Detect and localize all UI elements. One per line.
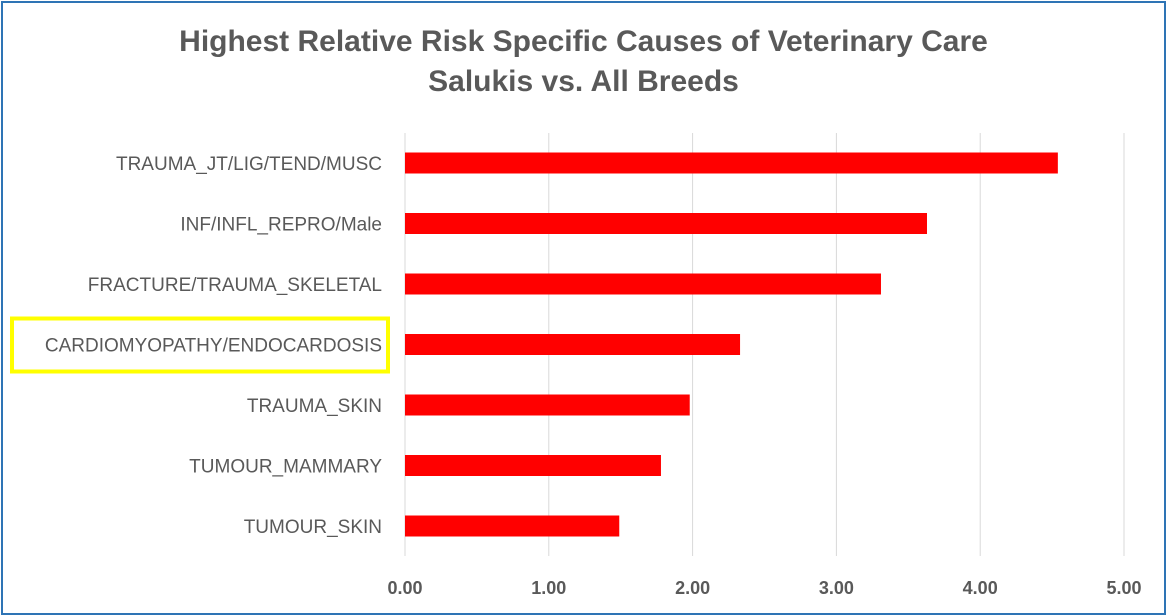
chart-title-block: Highest Relative Risk Specific Causes of…: [0, 22, 1167, 102]
category-label: CARDIOMYOPATHY/ENDOCARDOSIS: [45, 336, 382, 357]
bars: [405, 152, 1058, 537]
x-tick-label: 1.00: [531, 578, 566, 598]
bar: [405, 455, 661, 476]
category-label: TRAUMA_SKIN: [247, 396, 382, 417]
bar: [405, 213, 927, 234]
bar: [405, 152, 1058, 174]
category-labels: TRAUMA_JT/LIG/TEND/MUSC INF/INFL_REPRO/Ma…: [45, 154, 382, 538]
highlight-box: [10, 316, 390, 374]
x-tick-label: 4.00: [963, 578, 998, 598]
category-label: TUMOUR_SKIN: [244, 517, 382, 538]
category-label: INF/INFL_REPRO/Male: [180, 215, 382, 236]
x-tick-label: 0.00: [387, 578, 422, 598]
category-label: FRACTURE/TRAUMA_SKELETAL: [88, 275, 382, 296]
tick-labels: 0.00 1.00 2.00 3.00 4.00 5.00: [387, 578, 1141, 598]
bar: [405, 334, 741, 355]
bar: [405, 515, 620, 537]
x-tick-label: 2.00: [675, 578, 710, 598]
bar: [405, 394, 690, 416]
chart-title: Highest Relative Risk Specific Causes of…: [179, 25, 988, 58]
bar: [405, 273, 881, 295]
x-tick-label: 3.00: [819, 578, 854, 598]
x-tick-label: 5.00: [1106, 578, 1141, 598]
category-label: TRAUMA_JT/LIG/TEND/MUSC: [116, 154, 382, 175]
category-label: TUMOUR_MAMMARY: [189, 457, 382, 478]
chart-subtitle: Salukis vs. All Breeds: [428, 65, 739, 98]
